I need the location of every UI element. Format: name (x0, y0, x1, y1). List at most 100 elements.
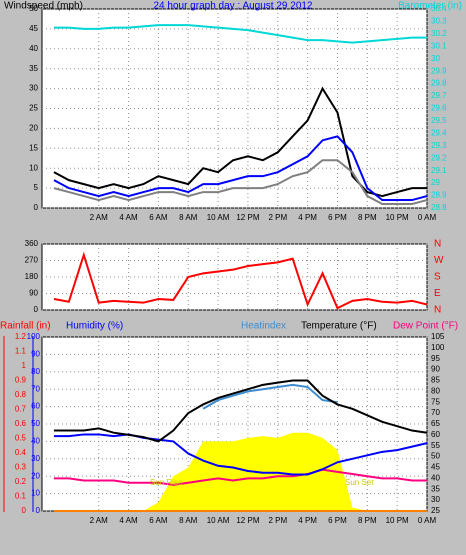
y-tick-label: 0.9 (15, 376, 27, 385)
x-tick-label: 8 AM (179, 213, 198, 222)
x-tick-label: 4 PM (298, 213, 317, 222)
y2-tick-label: 65 (431, 419, 440, 428)
y2-tick-label: 29.6 (431, 104, 447, 113)
y-axis-label: Windspeed (mph) (4, 1, 83, 12)
y2-tick-label: 29.9 (431, 66, 447, 75)
x-tick-label: 12 PM (236, 516, 259, 525)
series-line (53, 24, 427, 44)
series-label: Dew Point (°F) (393, 321, 458, 332)
x-tick-label: 2 AM (90, 213, 109, 222)
x-tick-label: 6 AM (149, 516, 168, 525)
y-tick-label: 180 (25, 272, 39, 281)
h-tick-label: 10 (31, 489, 40, 498)
y2-tick-label: 60 (431, 430, 440, 439)
series-line (53, 468, 427, 486)
y-tick-label: 15 (29, 143, 38, 152)
y2-tick-label: 40 (431, 473, 440, 482)
h-tick-label: 80 (31, 367, 40, 376)
x-tick-label: 0 AM (418, 516, 437, 525)
y-tick-label: 0.5 (15, 434, 27, 443)
h-tick-label: 30 (31, 454, 40, 463)
y-axis-label: Rainfall (in) (0, 321, 51, 332)
x-tick-label: 12 PM (236, 213, 259, 222)
series-line (53, 251, 428, 310)
y-tick-label: 0 (34, 305, 39, 314)
y2-tick-label: N (434, 239, 441, 250)
y2-tick-label: 70 (431, 408, 440, 417)
x-tick-label: 10 AM (207, 213, 230, 222)
y-tick-label: 0.8 (15, 390, 27, 399)
y2-tick-label: 35 (431, 484, 440, 493)
h-tick-label: 60 (31, 402, 40, 411)
x-tick-label: 10 PM (386, 516, 409, 525)
y-tick-label: 0.6 (15, 419, 27, 428)
y-tick-label: 360 (25, 239, 39, 248)
x-tick-label: 8 AM (179, 516, 198, 525)
y-tick-label: 10 (29, 163, 38, 172)
y-tick-label: 0.3 (15, 463, 27, 472)
y-tick-label: 20 (29, 124, 38, 133)
y2-tick-label: 30 (431, 495, 440, 504)
x-tick-label: 4 PM (298, 516, 317, 525)
y2-tick-label: 45 (431, 463, 440, 472)
y-tick-label: 0.2 (15, 477, 27, 486)
y2-tick-label: 30.1 (431, 41, 447, 50)
h-tick-label: 40 (31, 437, 40, 446)
chart-title: 24 hour graph day : August 29 2012 (153, 1, 312, 12)
series-line (53, 135, 428, 202)
solar-area (53, 432, 427, 511)
y2-tick-label: 85 (431, 376, 440, 385)
series-label: Heatindex (241, 321, 286, 332)
y2-tick-label: 30 (431, 54, 440, 63)
h-tick-label: 20 (31, 471, 40, 480)
y2-tick-label: 90 (431, 365, 440, 374)
y-tick-label: 1.1 (15, 347, 27, 356)
y-tick-label: 0 (22, 506, 27, 515)
h-tick-label: 50 (31, 419, 40, 428)
series-line (53, 433, 428, 476)
y2-tick-label: 30.3 (431, 17, 447, 26)
y2-tick-label: 29.5 (431, 116, 447, 125)
series-line (202, 383, 338, 410)
annotation: Sun Rise (150, 478, 183, 487)
y2-tick-label: 29.1 (431, 166, 447, 175)
y2-tick-label: 29.8 (431, 79, 447, 88)
y2-tick-label: 29.4 (431, 128, 447, 137)
h-axis-label: Humidity (%) (66, 321, 123, 332)
y2-axis-label: Barometer (in) (398, 1, 462, 12)
y2-tick-label: S (434, 272, 441, 283)
y2-tick-label: 95 (431, 354, 440, 363)
y2-tick-label: 75 (431, 397, 440, 406)
y-tick-label: 45 (29, 24, 38, 33)
y2-tick-label: N (434, 305, 441, 316)
y2-tick-label: 55 (431, 441, 440, 450)
y2-tick-label: E (434, 288, 441, 299)
y2-tick-label: W (434, 255, 444, 266)
y2-tick-label: 100 (431, 343, 445, 352)
series-line (53, 86, 427, 198)
x-tick-label: 6 PM (328, 213, 347, 222)
y-tick-label: 40 (29, 44, 38, 53)
x-tick-label: 2 PM (268, 516, 287, 525)
series-label: Temperature (°F) (301, 321, 377, 332)
y-tick-label: 30 (29, 84, 38, 93)
h-tick-label: 90 (31, 350, 40, 359)
x-tick-label: 0 AM (418, 213, 437, 222)
y2-tick-label: 29.7 (431, 91, 447, 100)
y2-tick-label: 28.8 (431, 203, 447, 212)
y-tick-label: 0.7 (15, 405, 27, 414)
y-tick-label: 90 (29, 289, 38, 298)
x-tick-label: 4 AM (119, 516, 138, 525)
h-tick-label: 70 (31, 384, 40, 393)
y2-tick-label: 80 (431, 386, 440, 395)
series-line (53, 159, 428, 206)
series-line (53, 379, 428, 443)
x-tick-label: 8 PM (358, 213, 377, 222)
y2-tick-label: 29 (431, 178, 440, 187)
x-tick-label: 2 PM (268, 213, 287, 222)
h-tick-label: 0 (36, 506, 41, 515)
y2-tick-label: 50 (431, 452, 440, 461)
y-tick-label: 0.1 (15, 492, 27, 501)
y2-tick-label: 29.2 (431, 153, 447, 162)
